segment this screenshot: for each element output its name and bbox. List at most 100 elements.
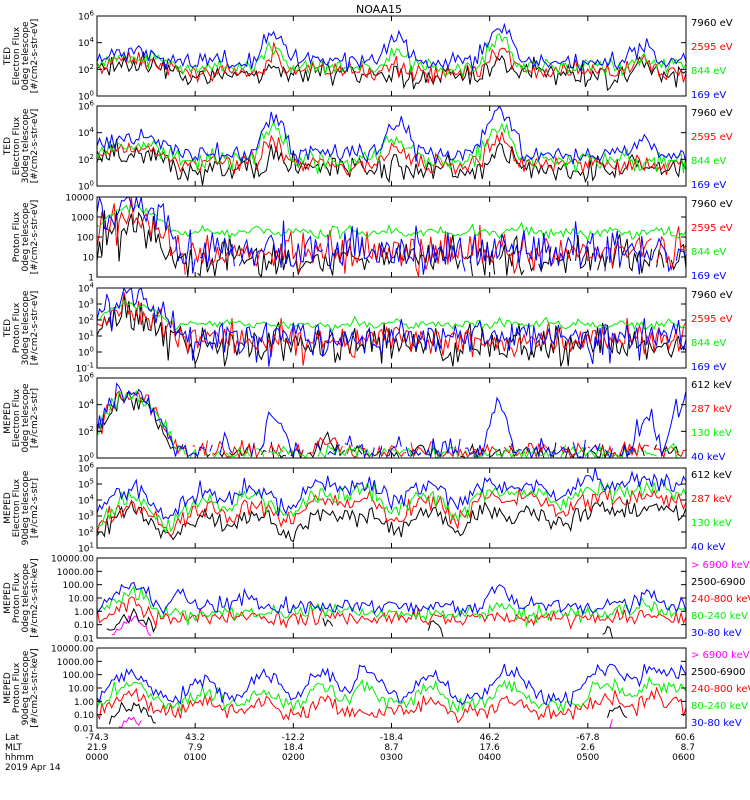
y-axis-label-p2-1: Electron Flux [12, 116, 22, 175]
y-tick-label-p6-0: 101 [78, 542, 94, 555]
y-tick-label-p7-6: 10000.00 [51, 555, 94, 565]
plot-title: NOAA15 [356, 3, 402, 16]
y-axis-label-p1-2: 0deg telescope [21, 21, 31, 91]
y-tick-label-p7-2: 1.00 [74, 608, 94, 618]
y-axis-label-p7-3: [#/cm2-s-str-keV] [30, 558, 40, 637]
y-tick-label-p6-3: 104 [78, 494, 94, 507]
y-tick-label-p8-2: 1.00 [74, 698, 94, 708]
series-line-p1-1 [97, 42, 686, 84]
y-tick-label-p2-1: 102 [78, 153, 94, 166]
x-tick-value-2-2: 0200 [282, 753, 305, 763]
series-line-p6-1 [97, 488, 686, 538]
legend-entry-p5-3: 40 keV [691, 452, 725, 463]
series-line-p7-4 [97, 581, 686, 618]
y-axis-label-p5-0: MEPED [3, 402, 13, 434]
y-axis-label-p4-0: TED [3, 319, 13, 338]
series-line-p6-0 [97, 499, 686, 543]
panel-p8: > 6900 keV 2500-6900 240-800 keV 80-240 keV… [3, 645, 750, 735]
y-tick-label-p8-0: 0.01 [74, 725, 94, 735]
y-tick-label-p8-1: 0.10 [74, 711, 94, 721]
y-axis-label-p7-0: MEPED [3, 582, 13, 614]
y-axis-label-p3-2: [#/cm2-s-str-eV] [30, 200, 40, 275]
legend-entry-p2-3: 169 eV [691, 180, 726, 191]
legend-entry-p3-1: 2595 eV [691, 223, 733, 234]
y-tick-label-p3-2: 100 [77, 234, 94, 244]
y-tick-label-p8-6: 10000.00 [51, 645, 94, 655]
y-tick-label-p1-3: 106 [78, 10, 94, 23]
x-tick-value-1-2: 18.4 [283, 743, 303, 753]
series-line-p2-0 [97, 138, 686, 186]
x-tick-value-0-3: -18.4 [380, 733, 404, 743]
series-line-p4-1 [97, 292, 686, 366]
y-axis-label-p6-3: [#/cm2-s-str] [30, 478, 40, 538]
x-tick-value-1-5: 2.6 [581, 743, 596, 753]
legend-entry-p7-3: 80-240 keV [691, 611, 748, 622]
series-line-p1-3 [97, 22, 686, 72]
series-line-p4-2 [97, 299, 686, 333]
legend-entry-p5-1: 287 keV [691, 404, 732, 415]
y-axis-label-p6-2: 90deg telescope [21, 470, 31, 545]
series-line-p2-3 [97, 106, 686, 166]
y-tick-label-p6-1: 102 [78, 526, 94, 539]
legend-entry-p1-2: 844 eV [691, 66, 726, 77]
y-tick-label-p5-1: 102 [78, 425, 94, 438]
x-tick-value-1-4: 17.6 [480, 743, 500, 753]
y-tick-label-p2-0: 100 [78, 180, 94, 193]
series-line-p7-1 [106, 607, 613, 638]
legend-entry-p8-4: 30-80 keV [691, 718, 742, 729]
panel-frame-p3 [96, 196, 687, 278]
x-tick-value-0-5: -67.8 [576, 733, 600, 743]
legend-entry-p1-3: 169 eV [691, 90, 726, 101]
x-tick-value-0-4: 46.2 [480, 733, 500, 743]
y-axis-label-p1-1: Electron Flux [12, 26, 22, 85]
y-axis-label-p8-1: Proton Flux [12, 662, 22, 713]
y-tick-label-p5-2: 104 [78, 398, 94, 411]
x-tick-value-1-3: 8.7 [384, 743, 398, 753]
panel-p3: 7960 eV 2595 eV 844 eV 169 eV 1 10 100 1000 1000… [12, 194, 733, 284]
x-tick-value-0-2: -12.2 [282, 733, 305, 743]
y-tick-label-p3-4: 10000 [65, 194, 94, 204]
series-line-p8-0 [119, 717, 617, 728]
date-label: 2019 Apr 14 [5, 763, 61, 773]
legend-entry-p2-1: 2595 eV [691, 132, 733, 143]
legend-entry-p3-0: 7960 eV [691, 199, 733, 210]
y-tick-label-p7-5: 1000.00 [57, 568, 94, 578]
series-line-p3-3 [97, 197, 686, 275]
legend-entry-p7-0: > 6900 keV [691, 560, 750, 571]
legend-entry-p8-2: 240-800 keV [691, 684, 750, 695]
legend-entry-p3-2: 844 eV [691, 247, 726, 258]
legend-entry-p6-3: 40 keV [691, 542, 725, 553]
y-axis-label-p1-0: TED [3, 47, 13, 66]
y-tick-label-p7-3: 10.00 [68, 595, 94, 605]
legend-entry-p1-1: 2595 eV [691, 42, 733, 53]
series-line-p1-2 [97, 33, 686, 78]
legend-entry-p8-1: 2500-6900 [691, 667, 746, 678]
x-tick-value-1-0: 21.9 [87, 743, 107, 753]
legend-entry-p6-0: 612 keV [691, 470, 732, 481]
y-tick-label-p7-0: 0.01 [74, 635, 94, 645]
legend-entry-p4-0: 7960 eV [691, 290, 733, 301]
x-tick-value-2-1: 0100 [184, 753, 207, 763]
panel-frame-p8 [96, 647, 687, 729]
y-axis-label-p2-3: [#/cm2-s-str-eV] [30, 109, 40, 184]
y-tick-label-p2-2: 104 [78, 126, 94, 139]
y-axis-label-p7-2: 0deg telescope [21, 563, 31, 633]
x-tick-value-2-6: 0600 [672, 753, 695, 763]
legend-entry-p3-3: 169 eV [691, 271, 726, 282]
y-tick-label-p8-5: 1000.00 [57, 658, 94, 668]
y-axis-label-p2-0: TED [3, 137, 13, 156]
y-axis-label-p8-0: MEPED [3, 672, 13, 704]
legend-entry-p7-1: 2500-6900 [691, 577, 746, 588]
x-tick-value-2-0: 0000 [86, 753, 109, 763]
x-tick-value-0-6: 60.6 [675, 733, 695, 743]
x-row-label-2: hhmm [5, 753, 34, 763]
series-line-p2-1 [97, 131, 686, 177]
y-tick-label-p3-0: 1 [88, 274, 94, 284]
y-tick-label-p3-1: 10 [83, 254, 95, 264]
y-axis-label-p4-1: Proton Flux [12, 302, 22, 353]
x-row-label-1: MLT [5, 743, 23, 753]
